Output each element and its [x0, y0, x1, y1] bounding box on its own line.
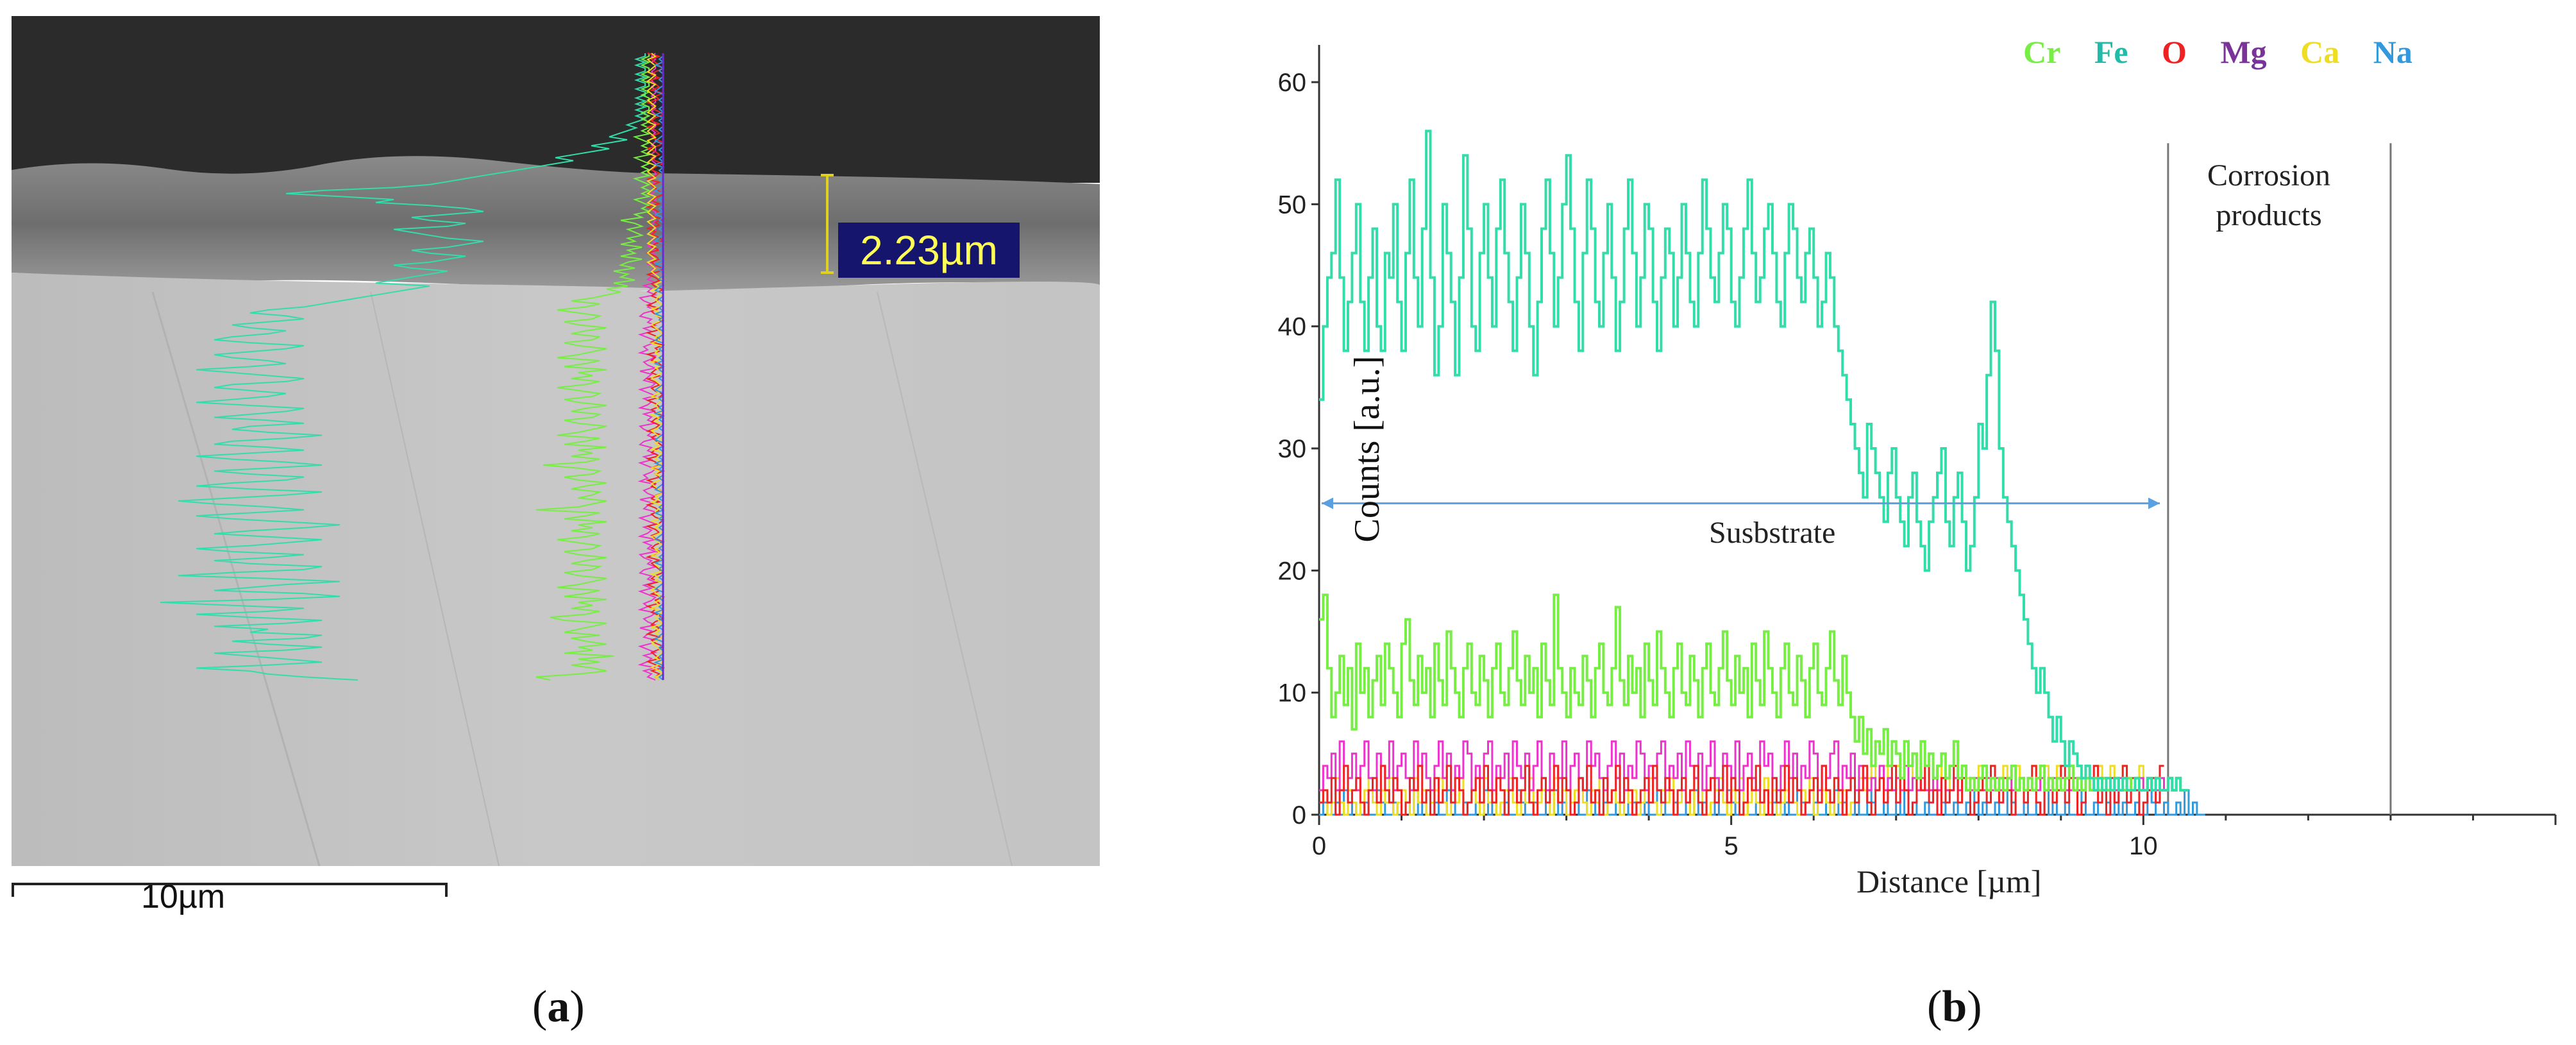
linescan-chart-panel: 0 10 20 30 40 50 60 0 5 10 Counts [a.u.] Distance… — [1276, 19, 2576, 930]
y-tick-label: 10 — [1278, 679, 1307, 708]
legend-entry-o: O — [2162, 34, 2187, 70]
substrate — [12, 273, 1100, 866]
x-axis-label: Distance [µm] — [1856, 863, 2042, 899]
overlay-trace-cr — [535, 53, 652, 681]
legend: Cr Fe O Mg Ca Na — [2023, 33, 2438, 71]
corrosion-annotation-line1: Corrosion — [2207, 158, 2330, 192]
y-tick-label: 60 — [1278, 69, 1307, 97]
legend-entry-mg: Mg — [2220, 34, 2267, 70]
caption-b: (b) — [1927, 982, 1982, 1032]
series-line-mg — [1319, 740, 2168, 792]
y-tick-label: 20 — [1278, 557, 1307, 585]
corrosion-annotation-line2: products — [2216, 198, 2322, 233]
substrate-arrow-head-left — [1322, 497, 1333, 509]
series-line-cr — [1319, 593, 2189, 792]
sem-micrograph-panel: 2.23µm — [12, 16, 1100, 866]
thickness-label: 2.23µm — [838, 223, 1020, 278]
x-tick-label: 5 — [1724, 832, 1738, 860]
y-tick-label: 50 — [1278, 191, 1307, 219]
legend-entry-cr: Cr — [2023, 34, 2061, 70]
caption-a: (a) — [532, 982, 585, 1032]
overlay-trace-ca — [646, 53, 665, 681]
linescan-chart: 0 10 20 30 40 50 60 0 5 10 — [1278, 45, 2557, 860]
legend-entry-na: Na — [2373, 34, 2412, 70]
y-tick-label: 30 — [1278, 435, 1307, 463]
overlay-trace-fe — [160, 53, 648, 681]
substrate-annotation: Susbstrate — [1709, 516, 1836, 550]
dark-background — [12, 16, 1100, 183]
y-tick-label: 0 — [1292, 801, 1306, 829]
scale-bar-label: 10µm — [141, 878, 226, 915]
legend-entry-ca: Ca — [2300, 34, 2340, 70]
x-tick-label: 0 — [1312, 832, 1326, 860]
y-tick-label: 40 — [1278, 313, 1307, 341]
eds-linescan-overlay — [160, 53, 666, 681]
legend-entry-fe: Fe — [2094, 34, 2128, 70]
y-axis-label: Counts [a.u.] — [1347, 355, 1387, 543]
substrate-arrow-head-right — [2148, 497, 2160, 509]
series-line-fe — [1319, 130, 2189, 792]
overlay-trace-mg — [637, 53, 658, 681]
x-tick-label: 10 — [2129, 832, 2158, 860]
sem-image — [12, 16, 1100, 866]
corrosion-annotation: Corrosion products — [2207, 156, 2330, 236]
scale-bar — [12, 883, 448, 897]
